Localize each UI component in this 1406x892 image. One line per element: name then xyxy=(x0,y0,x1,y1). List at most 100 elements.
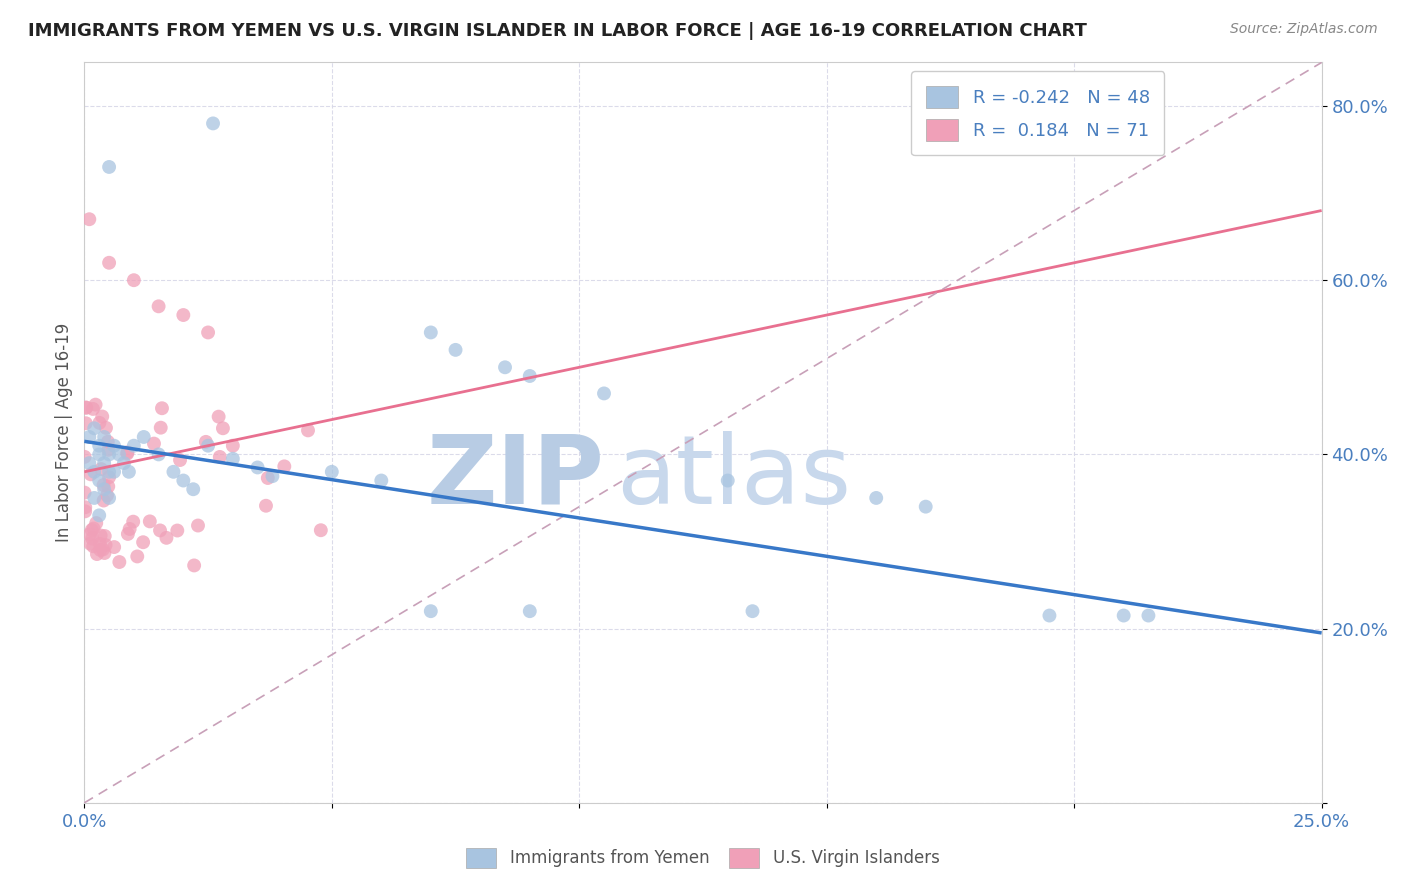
Point xyxy=(118,522,141,536)
Point xyxy=(593,386,616,401)
Point xyxy=(914,500,936,514)
Point xyxy=(187,518,209,533)
Point xyxy=(197,326,219,340)
Point xyxy=(149,420,172,434)
Point xyxy=(717,474,740,488)
Point xyxy=(309,523,332,537)
Point xyxy=(181,482,204,496)
Point xyxy=(75,504,97,518)
Point xyxy=(1137,608,1160,623)
Point xyxy=(98,465,121,479)
Point xyxy=(89,447,111,461)
Point xyxy=(91,542,114,557)
Point xyxy=(122,439,145,453)
Point xyxy=(419,604,441,618)
Point xyxy=(89,537,111,551)
Point xyxy=(98,470,121,484)
Point xyxy=(202,116,225,130)
Legend: R = -0.242   N = 48, R =  0.184   N = 71: R = -0.242 N = 48, R = 0.184 N = 71 xyxy=(911,71,1164,155)
Point xyxy=(117,527,139,541)
Point xyxy=(98,447,121,461)
Point xyxy=(83,465,105,479)
Point xyxy=(93,546,115,560)
Point xyxy=(254,499,277,513)
Point xyxy=(108,555,131,569)
Point xyxy=(273,459,295,474)
Legend: Immigrants from Yemen, U.S. Virgin Islanders: Immigrants from Yemen, U.S. Virgin Islan… xyxy=(460,841,946,875)
Point xyxy=(75,500,97,515)
Point xyxy=(83,421,105,435)
Point xyxy=(172,308,194,322)
Point xyxy=(155,531,177,545)
Point xyxy=(150,401,173,416)
Point xyxy=(112,456,135,470)
Point xyxy=(86,547,108,561)
Point xyxy=(93,482,115,496)
Point xyxy=(172,474,194,488)
Point xyxy=(94,421,117,435)
Point xyxy=(162,465,184,479)
Point xyxy=(117,445,139,459)
Point xyxy=(148,299,170,313)
Point xyxy=(256,471,278,485)
Point xyxy=(89,416,111,430)
Point xyxy=(82,539,104,553)
Text: IMMIGRANTS FROM YEMEN VS U.S. VIRGIN ISLANDER IN LABOR FORCE | AGE 16-19 CORRELA: IMMIGRANTS FROM YEMEN VS U.S. VIRGIN ISL… xyxy=(28,22,1087,40)
Point xyxy=(90,462,112,476)
Point xyxy=(93,456,115,470)
Point xyxy=(222,451,245,466)
Point xyxy=(80,523,103,537)
Point xyxy=(122,515,145,529)
Point xyxy=(127,549,149,564)
Point xyxy=(494,360,516,375)
Point xyxy=(73,450,96,464)
Point xyxy=(94,529,117,543)
Text: Source: ZipAtlas.com: Source: ZipAtlas.com xyxy=(1230,22,1378,37)
Point xyxy=(75,401,97,415)
Point xyxy=(208,450,231,464)
Point xyxy=(79,527,101,541)
Point xyxy=(419,326,441,340)
Point xyxy=(89,543,111,558)
Point xyxy=(84,516,107,530)
Point xyxy=(103,465,125,479)
Point xyxy=(519,369,541,384)
Point xyxy=(79,212,101,227)
Point xyxy=(148,447,170,461)
Point xyxy=(197,439,219,453)
Point xyxy=(79,536,101,550)
Text: ZIP: ZIP xyxy=(426,431,605,524)
Point xyxy=(91,409,114,424)
Point xyxy=(82,532,104,546)
Point xyxy=(444,343,467,357)
Point xyxy=(73,485,96,500)
Point xyxy=(103,439,125,453)
Point xyxy=(1112,608,1135,623)
Text: atlas: atlas xyxy=(616,431,852,524)
Point xyxy=(75,401,97,415)
Point xyxy=(370,474,392,488)
Point xyxy=(84,398,107,412)
Point xyxy=(149,524,172,538)
Point xyxy=(98,160,121,174)
Point xyxy=(297,423,319,437)
Point xyxy=(79,456,101,470)
Point xyxy=(108,447,131,461)
Point xyxy=(89,474,111,488)
Point xyxy=(89,508,111,523)
Point xyxy=(98,256,121,270)
Point xyxy=(865,491,887,505)
Point xyxy=(83,491,105,505)
Point xyxy=(169,453,191,467)
Point xyxy=(1038,608,1060,623)
Point xyxy=(93,430,115,444)
Point xyxy=(103,540,125,554)
Point xyxy=(207,409,229,424)
Point xyxy=(212,421,235,435)
Point xyxy=(132,430,155,444)
Point xyxy=(93,493,115,508)
Point xyxy=(122,273,145,287)
Point xyxy=(93,478,115,492)
Y-axis label: In Labor Force | Age 16-19: In Labor Force | Age 16-19 xyxy=(55,323,73,542)
Point xyxy=(79,430,101,444)
